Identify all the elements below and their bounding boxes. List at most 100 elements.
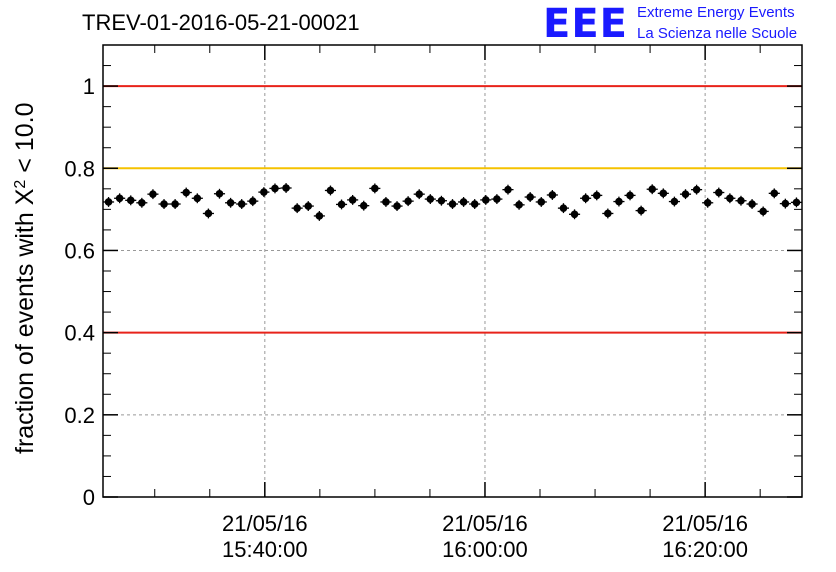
y-tick-label: 1 [83, 74, 95, 99]
point-marker [703, 198, 712, 207]
data-point [635, 205, 647, 216]
point-marker [648, 185, 657, 194]
x-tick-label-date: 21/05/16 [662, 511, 748, 536]
data-point [735, 195, 747, 206]
point-marker [792, 198, 801, 207]
axis-ticks [103, 45, 802, 498]
data-point [546, 190, 558, 200]
data-point [602, 208, 614, 219]
data-point [369, 183, 381, 194]
logo-line-2: La Scienza nelle Scuole [637, 25, 798, 42]
point-marker [193, 194, 202, 203]
data-point [380, 197, 392, 207]
logo-line-1: Extreme Energy Events [637, 4, 795, 21]
point-marker [226, 198, 235, 207]
point-marker [215, 189, 224, 198]
data-point [790, 197, 802, 208]
point-marker [138, 198, 146, 207]
point-marker [537, 198, 546, 206]
data-point [347, 194, 359, 205]
data-point [702, 197, 714, 208]
point-marker [726, 194, 734, 203]
data-point [491, 194, 503, 205]
point-marker [326, 186, 335, 195]
point-marker [470, 200, 479, 208]
data-point [136, 197, 148, 208]
point-marker [149, 190, 157, 198]
point-marker [359, 201, 368, 210]
point-marker [592, 191, 601, 200]
point-marker [748, 200, 756, 208]
point-marker [604, 209, 612, 218]
x-tick-label-time: 16:00:00 [442, 537, 528, 562]
point-marker [670, 197, 679, 206]
point-marker [714, 188, 723, 197]
data-point [358, 200, 370, 211]
point-marker [348, 196, 357, 204]
data-point [713, 187, 725, 198]
y-tick-label: 0.2 [64, 403, 95, 428]
data-point [302, 201, 314, 212]
point-marker [493, 195, 501, 203]
data-point [513, 199, 525, 210]
grid-layer [103, 45, 802, 497]
data-point [524, 192, 536, 202]
data-point [247, 196, 259, 207]
point-marker [393, 202, 401, 210]
point-marker [548, 191, 557, 199]
y-tick-label: 0.8 [64, 156, 95, 181]
data-point [446, 199, 459, 209]
point-marker [659, 189, 668, 198]
data-point [114, 193, 126, 204]
y-axis-label: fraction of events with X2 < 10.0 [11, 103, 39, 454]
data-point [668, 196, 680, 207]
point-marker [126, 196, 135, 205]
data-point [613, 196, 625, 207]
point-marker [271, 184, 279, 193]
data-point [191, 193, 203, 204]
point-marker [504, 185, 512, 194]
data-point [225, 197, 237, 208]
point-marker [515, 201, 523, 209]
x-tick-label-date: 21/05/16 [442, 511, 528, 536]
point-marker [681, 190, 690, 198]
data-point [258, 187, 270, 198]
data-point [269, 183, 281, 194]
point-marker [437, 196, 446, 205]
point-marker [770, 189, 779, 198]
data-point [103, 197, 115, 207]
data-point [313, 211, 325, 221]
y-axis-label-main: fraction of events with [11, 205, 39, 454]
point-marker [315, 212, 324, 220]
point-marker [115, 194, 124, 203]
data-point [402, 196, 414, 207]
point-marker [426, 195, 435, 203]
data-point [336, 199, 348, 210]
point-marker [570, 210, 579, 219]
point-marker [415, 190, 424, 198]
point-marker [304, 202, 313, 210]
eee-logo: EEE Extreme Energy Events La Scienza nel… [543, 2, 833, 46]
data-point [324, 185, 336, 196]
point-marker [382, 198, 390, 206]
data-point [535, 197, 547, 207]
data-point [768, 188, 780, 199]
data-point [624, 190, 636, 201]
data-point [724, 193, 736, 204]
point-marker [171, 200, 179, 208]
point-marker [248, 197, 257, 205]
point-marker [204, 209, 213, 218]
chart-title: TREV-01-2016-05-21-00021 [82, 10, 360, 35]
data-point [779, 198, 791, 209]
plot-frame [102, 44, 803, 498]
point-marker [526, 193, 534, 201]
point-marker [404, 197, 412, 205]
x-tick-label-date: 21/05/16 [222, 511, 308, 536]
data-point [158, 199, 170, 209]
point-marker [615, 197, 623, 206]
point-marker [759, 207, 767, 216]
point-marker [626, 191, 634, 200]
y-axis-label-tail: < 10.0 [11, 103, 39, 180]
data-point [180, 187, 192, 198]
